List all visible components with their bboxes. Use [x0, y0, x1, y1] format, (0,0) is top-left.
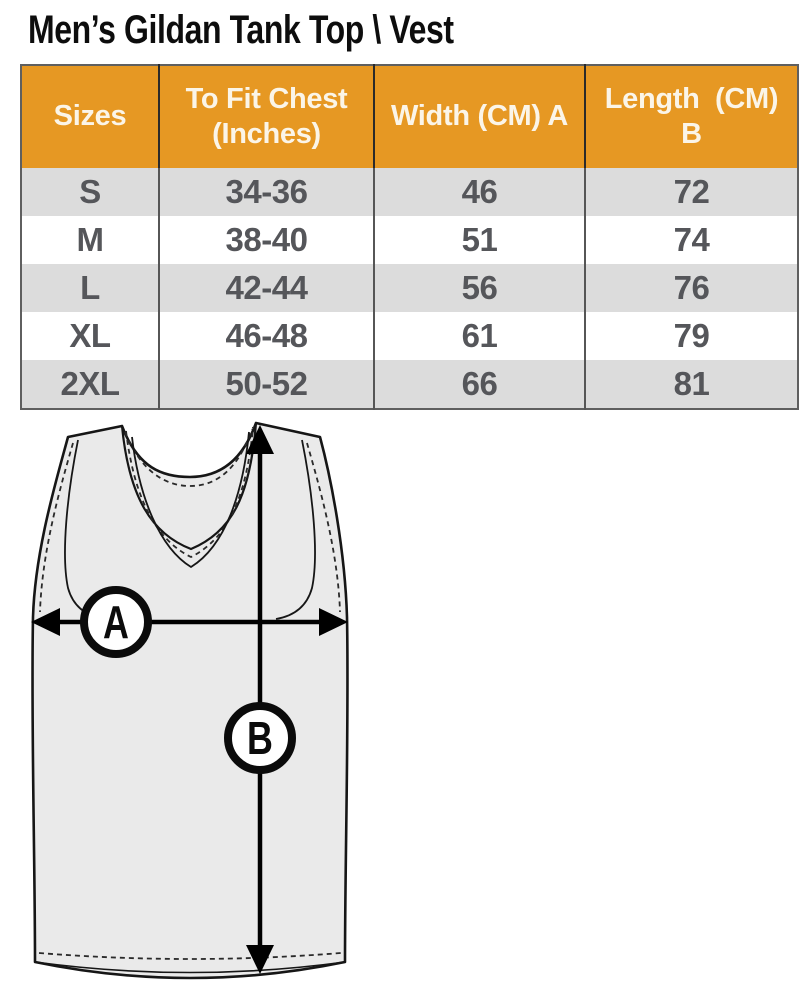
length-cell: 79 [584, 312, 798, 360]
front-neck-stitch-line [125, 426, 254, 559]
table-row: L 42-44 56 76 [21, 264, 798, 312]
column-header-chest: To Fit Chest (Inches) [158, 65, 374, 168]
tank-top-measurement-diagram: A B [31, 421, 349, 980]
width-cell: 56 [373, 264, 585, 312]
table-row: 2XL 50-52 66 81 [21, 360, 798, 409]
length-cell: 74 [584, 216, 798, 264]
measurement-a-label: A [103, 597, 129, 648]
width-cell: 61 [373, 312, 585, 360]
length-cell: 81 [584, 360, 798, 409]
length-cell: 72 [584, 168, 798, 216]
chest-cell: 46-48 [158, 312, 374, 360]
length-arrow [246, 425, 274, 974]
size-chart-table: Sizes To Fit Chest (Inches) Width (CM) A… [20, 64, 799, 410]
page-title: Men’s Gildan Tank Top \ Vest [28, 8, 454, 52]
right-armhole-inner [275, 439, 316, 620]
measurement-a-badge: A [80, 586, 152, 658]
width-cell: 51 [373, 216, 585, 264]
chest-cell: 42-44 [158, 264, 374, 312]
bottom-hem-edge [34, 961, 346, 974]
measurement-b-badge: B [224, 702, 296, 774]
width-cell: 46 [373, 168, 585, 216]
size-cell: L [21, 264, 159, 312]
size-cell: 2XL [21, 360, 159, 409]
width-cell: 66 [373, 360, 585, 409]
chest-cell: 38-40 [158, 216, 374, 264]
chest-cell: 50-52 [158, 360, 374, 409]
front-neckline-inner [131, 431, 250, 569]
column-header-length: Length (CM) B [584, 65, 798, 168]
tank-top-outline [31, 421, 349, 980]
length-cell: 76 [584, 264, 798, 312]
size-cell: XL [21, 312, 159, 360]
size-cell: M [21, 216, 159, 264]
size-cell: S [21, 168, 159, 216]
table-row: S 34-36 46 72 [21, 168, 798, 216]
table-header-row: Sizes To Fit Chest (Inches) Width (CM) A… [21, 65, 798, 168]
table-row: XL 46-48 61 79 [21, 312, 798, 360]
column-header-width: Width (CM) A [373, 65, 585, 168]
table-row: M 38-40 51 74 [21, 216, 798, 264]
column-header-sizes: Sizes [21, 65, 159, 168]
chest-cell: 34-36 [158, 168, 374, 216]
bottom-hem-stitch-line [38, 952, 342, 960]
back-neck-stitch-line [124, 428, 253, 487]
measurement-b-label: B [247, 713, 273, 764]
front-neckline-outer [120, 422, 258, 551]
